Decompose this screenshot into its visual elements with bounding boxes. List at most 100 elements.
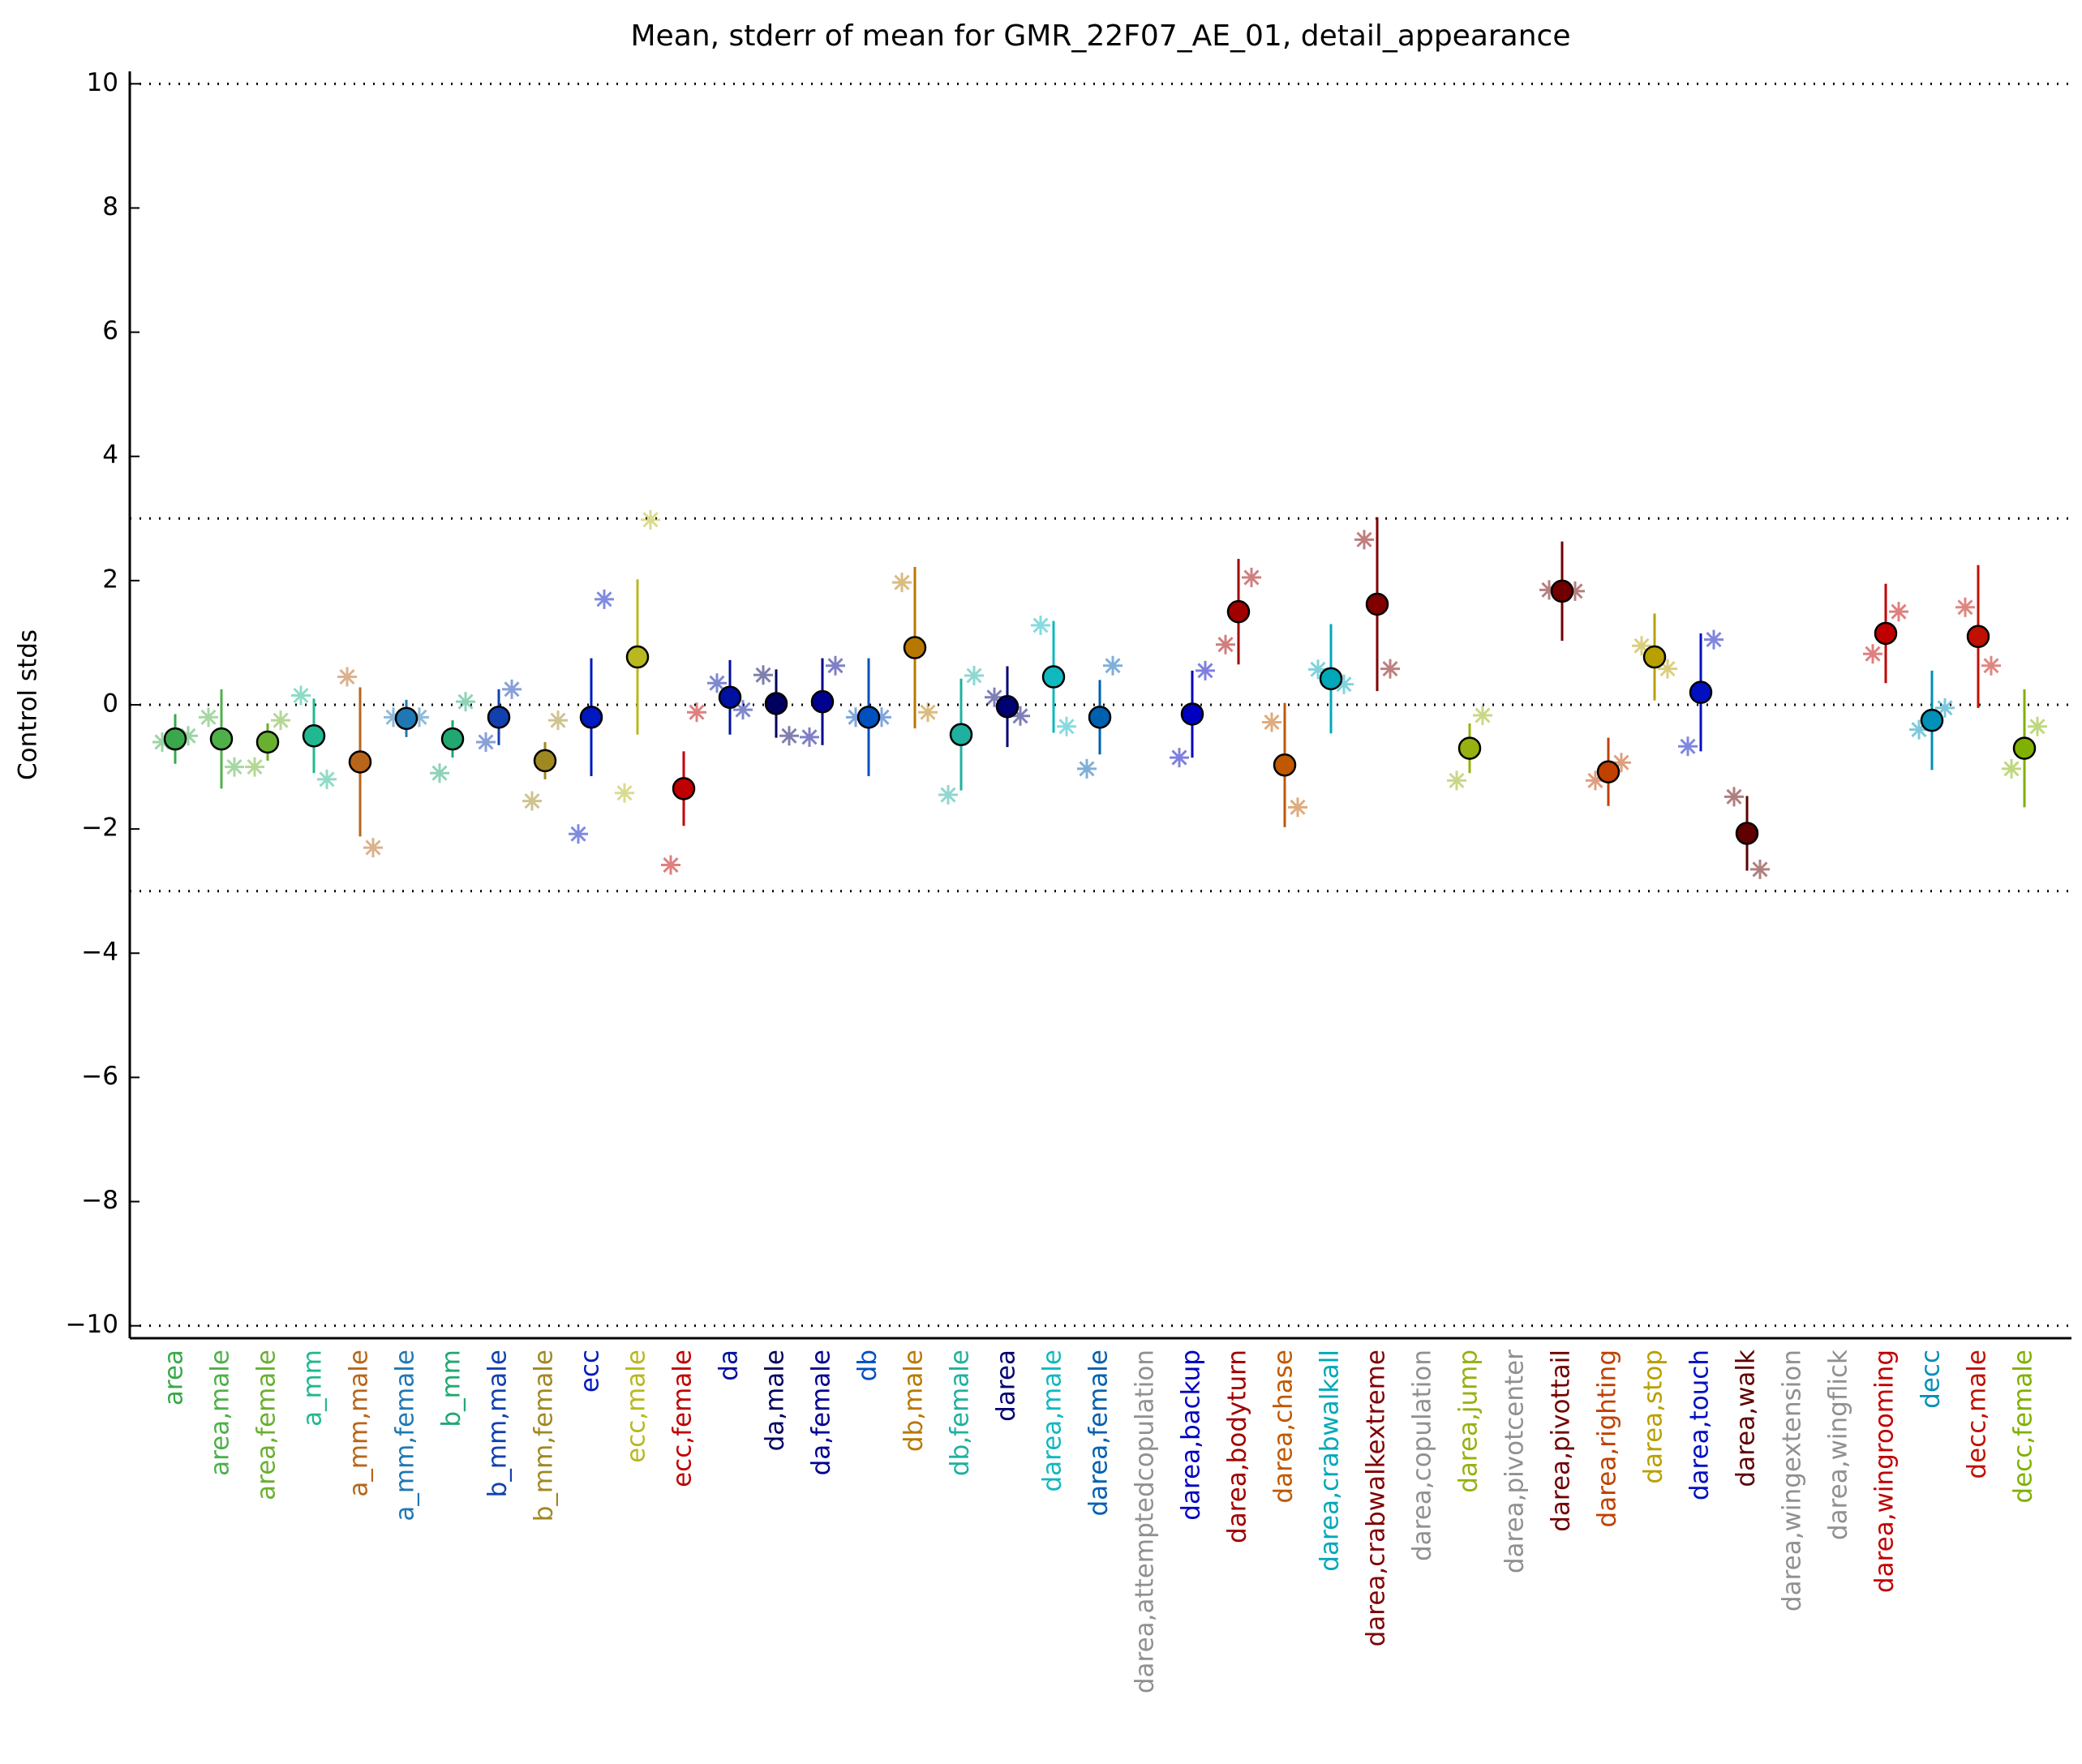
star-point (1586, 770, 1605, 791)
star-point (1447, 770, 1466, 791)
star-point (1354, 530, 1374, 550)
x-tick-label: b_mm (437, 1350, 466, 1427)
mean-point (1550, 579, 1574, 603)
y-tick-label: 10 (87, 68, 118, 97)
mean-point (1319, 667, 1343, 691)
star-point (1011, 706, 1030, 726)
star-point (1889, 602, 1908, 622)
star-point (384, 707, 403, 727)
mean-point (764, 692, 788, 715)
star-point (363, 838, 383, 858)
mean-point (2012, 736, 2037, 760)
mean-point (1226, 599, 1251, 624)
x-tick-label: area,male (206, 1350, 235, 1476)
star-point (826, 655, 845, 676)
star-point (502, 679, 522, 699)
star-point (1565, 581, 1585, 601)
x-tick-label: da,female (807, 1350, 836, 1475)
x-tick-label: darea,crabwalkall (1316, 1350, 1345, 1572)
y-tick-label: −8 (81, 1186, 118, 1215)
mean-point (440, 727, 465, 751)
mean-point (163, 727, 187, 751)
mean-point (348, 750, 372, 774)
star-point (1955, 597, 1975, 617)
x-tick-label: darea,pivottail (1547, 1350, 1576, 1532)
x-tick-label: darea,male (1038, 1350, 1067, 1492)
star-point (2028, 716, 2047, 736)
star-point (1724, 787, 1744, 807)
star-point (1288, 797, 1307, 818)
x-tick-label: darea (992, 1350, 1021, 1422)
star-point (733, 700, 753, 720)
star-point (661, 855, 680, 875)
mean-point (856, 706, 881, 729)
mean-point (1273, 753, 1297, 777)
star-point (1632, 636, 1651, 656)
star-point (595, 589, 614, 609)
mean-point (487, 706, 511, 729)
mean-point (810, 689, 835, 714)
chart-title: Mean, stderr of mean for GMR_22F07_AE_01… (630, 19, 1570, 53)
mean-point (1874, 621, 1898, 646)
star-point (1103, 655, 1123, 676)
star-point (1262, 712, 1281, 732)
mean-point (995, 695, 1020, 719)
star-point (846, 707, 865, 727)
mean-point (394, 706, 419, 731)
star-point (1981, 655, 2001, 676)
x-tick-label: darea,chase (1269, 1350, 1299, 1504)
mean-point (949, 723, 973, 747)
star-point (892, 573, 912, 593)
x-tick-label: darea,pivotcenter (1500, 1350, 1530, 1573)
star-point (291, 685, 311, 706)
star-point (1196, 660, 1215, 680)
x-tick-label: darea,crabwalkextreme (1362, 1350, 1391, 1646)
star-point (1539, 580, 1559, 600)
star-point (1057, 716, 1076, 736)
star-point (1380, 659, 1400, 679)
star-point (410, 707, 429, 727)
x-tick-label: da (715, 1350, 744, 1381)
star-point (800, 727, 819, 747)
y-tick-label: 8 (102, 192, 118, 221)
y-tick-label: 2 (102, 564, 118, 594)
x-tick-label: b_mm,male (483, 1350, 513, 1497)
x-tick-label: darea,stop (1639, 1350, 1668, 1484)
star-point (615, 783, 634, 803)
star-point (753, 665, 773, 685)
x-tick-label: darea,wingrooming (1870, 1350, 1900, 1593)
y-tick-label: 4 (102, 440, 118, 470)
x-tick-label: darea,backup (1177, 1350, 1206, 1521)
star-point (476, 732, 496, 752)
star-point (1308, 659, 1328, 680)
x-tick-label: area,female (252, 1350, 281, 1500)
star-point (1170, 748, 1189, 768)
star-point (779, 726, 799, 746)
star-point (456, 692, 475, 712)
x-tick-label: ecc,male (622, 1350, 651, 1463)
x-tick-label: darea,wingextension (1778, 1350, 1807, 1612)
mean-point (1642, 645, 1667, 669)
mean-point (1041, 665, 1066, 689)
mean-point (672, 777, 696, 800)
x-tick-label: darea,righting (1593, 1350, 1622, 1527)
star-point (707, 673, 727, 693)
star-point (271, 710, 290, 731)
star-point (985, 687, 1004, 707)
mean-point (1966, 624, 1990, 649)
star-point (872, 707, 891, 727)
y-tick-label: −10 (66, 1310, 118, 1339)
x-tick-label: darea,copulation (1408, 1350, 1437, 1561)
star-point (1031, 615, 1050, 635)
mean-point (1735, 822, 1759, 845)
star-point (152, 732, 172, 752)
mean-point (255, 730, 280, 754)
mean-point (1689, 680, 1713, 704)
star-point (1750, 859, 1770, 879)
star-point (337, 667, 357, 687)
star-point (1863, 644, 1882, 664)
x-tick-label: darea,walk (1732, 1350, 1761, 1487)
x-tick-label: darea,attemptedcopulation (1131, 1350, 1160, 1693)
star-point (1704, 629, 1724, 650)
